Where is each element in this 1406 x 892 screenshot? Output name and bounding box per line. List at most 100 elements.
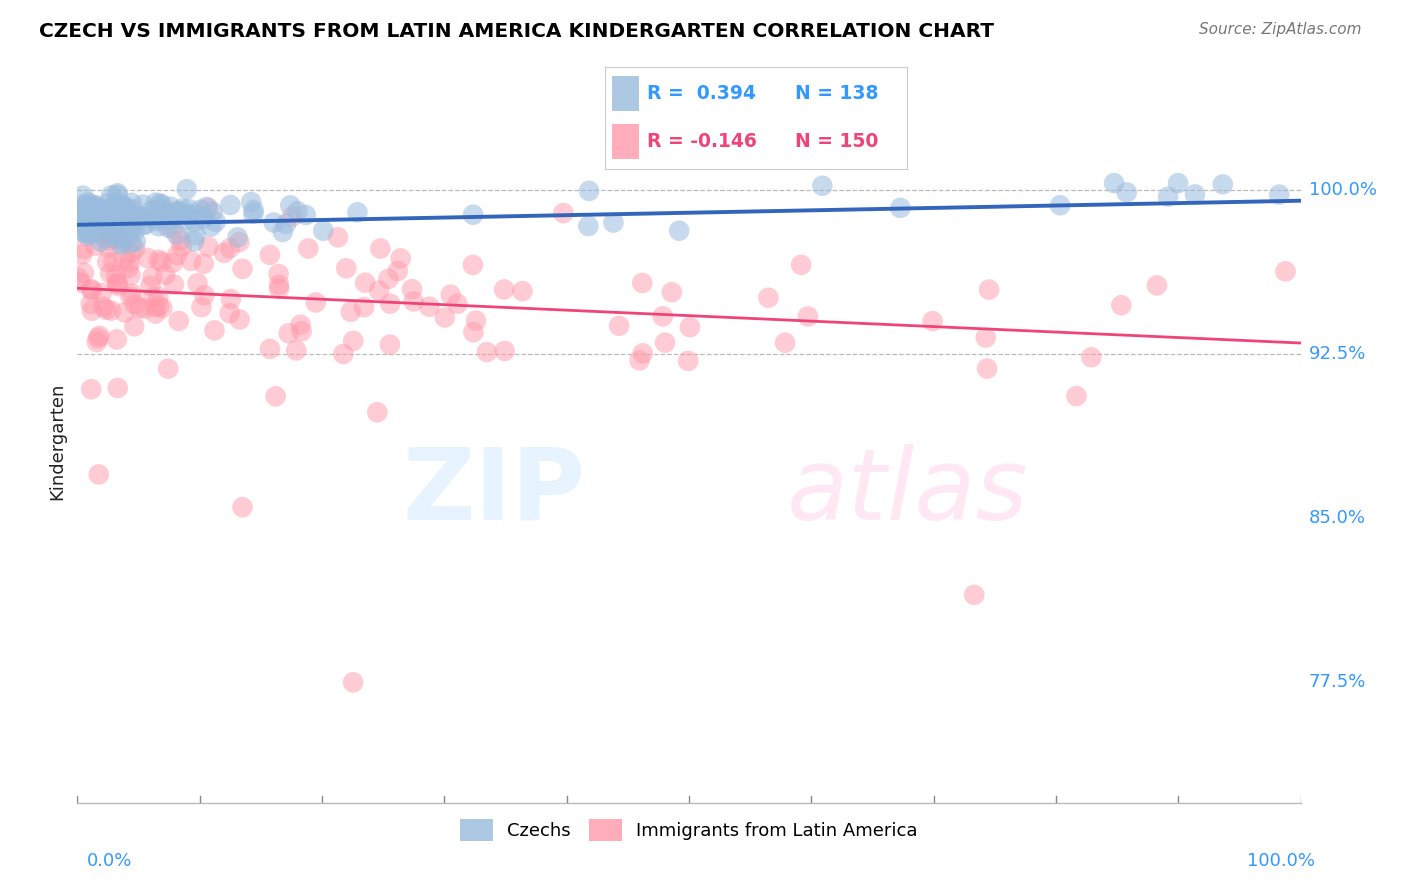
Text: N = 150: N = 150 <box>794 132 879 152</box>
Point <box>120 245 142 260</box>
Point <box>80 206 103 220</box>
Point <box>105 188 128 202</box>
Point <box>602 215 624 229</box>
Point <box>668 224 690 238</box>
Text: Source: ZipAtlas.com: Source: ZipAtlas.com <box>1198 22 1361 37</box>
Point <box>86 226 108 240</box>
Point <box>111 213 134 227</box>
Point <box>122 319 145 334</box>
Point <box>773 335 796 350</box>
Point <box>76 195 98 210</box>
Point <box>150 197 173 211</box>
Point <box>287 204 309 219</box>
Point <box>105 233 128 247</box>
Point <box>94 207 117 221</box>
Point <box>117 219 139 233</box>
Point <box>97 196 120 211</box>
Point <box>167 314 190 328</box>
Point <box>475 345 498 359</box>
Point <box>153 207 176 221</box>
Point <box>107 277 129 291</box>
Point <box>159 211 181 226</box>
Point <box>76 229 98 244</box>
Point <box>259 248 281 262</box>
Point <box>100 303 122 318</box>
Point <box>512 284 534 298</box>
Point <box>100 227 122 242</box>
Point <box>1184 187 1206 202</box>
Point <box>177 207 200 221</box>
Point <box>107 230 129 244</box>
Point <box>305 295 328 310</box>
Point <box>145 211 167 226</box>
Point <box>370 242 392 256</box>
Point <box>176 182 198 196</box>
Point <box>631 346 654 360</box>
Legend: Czechs, Immigrants from Latin America: Czechs, Immigrants from Latin America <box>453 812 925 848</box>
Point <box>86 203 108 218</box>
Point <box>67 271 90 285</box>
Point <box>1146 278 1168 293</box>
Point <box>136 251 159 265</box>
Point <box>105 268 128 283</box>
Point <box>204 323 226 337</box>
Point <box>1268 187 1291 202</box>
Point <box>72 242 94 256</box>
Text: 0.0%: 0.0% <box>87 852 132 870</box>
Point <box>378 337 401 351</box>
Point <box>661 285 683 300</box>
Point <box>162 256 184 270</box>
Point <box>96 255 118 269</box>
Point <box>93 300 115 314</box>
Text: R =  0.394: R = 0.394 <box>647 84 756 103</box>
Point <box>112 252 135 266</box>
Point <box>240 194 263 209</box>
Text: R = -0.146: R = -0.146 <box>647 132 756 152</box>
Text: CZECH VS IMMIGRANTS FROM LATIN AMERICA KINDERGARTEN CORRELATION CHART: CZECH VS IMMIGRANTS FROM LATIN AMERICA K… <box>39 22 994 41</box>
Point <box>108 227 131 241</box>
Point <box>281 210 304 224</box>
Point <box>242 207 264 221</box>
Point <box>134 301 156 316</box>
Point <box>977 283 1000 297</box>
Point <box>110 207 132 221</box>
Point <box>105 221 128 235</box>
Point <box>96 302 118 317</box>
Bar <box>612 76 640 111</box>
Point <box>1274 264 1296 278</box>
Point <box>122 216 145 230</box>
Point <box>285 343 308 358</box>
Point <box>148 252 170 267</box>
Point <box>97 229 120 244</box>
Point <box>1115 186 1137 200</box>
Point <box>226 230 249 244</box>
Point <box>159 200 181 214</box>
Point <box>103 255 125 269</box>
Point <box>80 282 103 296</box>
Point <box>148 299 170 313</box>
Point <box>101 211 124 226</box>
Point <box>651 310 673 324</box>
Point <box>112 204 135 219</box>
Point <box>387 264 409 278</box>
Point <box>758 291 780 305</box>
Point <box>167 204 190 219</box>
Point <box>184 228 207 243</box>
Point <box>679 320 702 334</box>
Point <box>335 261 357 276</box>
Point <box>121 286 143 301</box>
Point <box>145 306 167 320</box>
Text: ZIP: ZIP <box>402 443 585 541</box>
Point <box>465 313 488 327</box>
Point <box>494 283 516 297</box>
Point <box>231 500 253 515</box>
Point <box>150 301 173 315</box>
Point <box>149 196 172 211</box>
Point <box>129 209 152 223</box>
Point <box>1111 298 1133 312</box>
Point <box>73 226 96 240</box>
Point <box>494 343 516 358</box>
Point <box>790 258 813 272</box>
Point <box>117 221 139 235</box>
Point <box>90 207 112 221</box>
